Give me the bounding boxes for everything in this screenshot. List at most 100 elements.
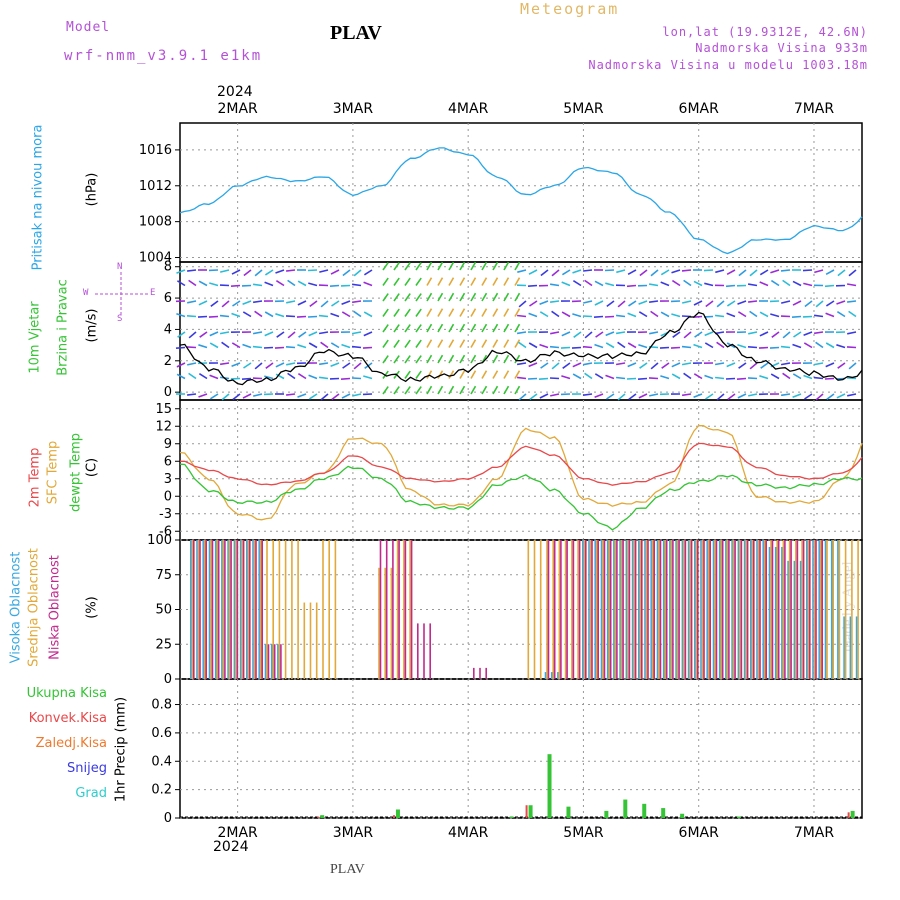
wind-arrow (393, 355, 400, 364)
wind-arrow (737, 343, 747, 349)
high-cloud-bar (221, 540, 223, 679)
wind-arrow (649, 393, 659, 397)
wind-arrow (693, 393, 703, 399)
mid-cloud-bar (645, 540, 648, 679)
wind-arrow (492, 292, 499, 302)
wind-arrow (220, 269, 230, 273)
wind-arrow (264, 331, 274, 337)
mid-cloud-bar (315, 602, 318, 679)
wind-arrow (583, 300, 593, 304)
wind-arrow (382, 308, 389, 317)
low-cloud-bar (423, 623, 425, 679)
wind-arrow (615, 362, 626, 366)
bottom-year-label: 2024 (213, 839, 249, 855)
wind-arrow (605, 282, 615, 287)
low-cloud-bar (273, 644, 276, 679)
wind-arrow (221, 341, 230, 349)
wind-arrow (209, 282, 219, 287)
low-cloud-bar (622, 540, 624, 679)
wind-arrow (448, 308, 455, 317)
temp-tick-label: 12 (155, 419, 172, 434)
mid-cloud-bar (403, 540, 405, 679)
wind-arrow (539, 393, 549, 399)
wind-arrow (219, 314, 230, 318)
wind-arrow (175, 346, 186, 349)
wind-arrow (804, 300, 813, 308)
wind-arrow (759, 311, 769, 318)
wind-arrow (265, 362, 274, 369)
low-cloud-bar (740, 540, 743, 679)
wind-arrow (341, 300, 351, 306)
wind-arrow (254, 362, 263, 370)
mid-cloud-bar (782, 540, 785, 679)
wind-arrow (448, 385, 455, 395)
mid-cloud-bar (216, 540, 218, 679)
wind-arrow (437, 292, 444, 302)
wind-arrow (353, 269, 362, 277)
wind-arrow (606, 393, 615, 400)
wind-arrow (749, 362, 758, 370)
wind-arrow (671, 313, 681, 318)
wind-arrow (198, 280, 208, 287)
wind-arrow (594, 300, 604, 306)
wind-arrow (286, 362, 296, 366)
high-cloud-bar (270, 644, 273, 679)
wind-arrow (726, 362, 736, 368)
wind-arrow (803, 282, 813, 287)
wind-arrow (583, 362, 593, 366)
wind-arrow (242, 343, 252, 349)
precip-tick-label: 0 (164, 811, 172, 826)
wind-arrow (583, 269, 593, 272)
wind-arrow (716, 393, 725, 401)
wind-arrow (638, 343, 648, 349)
top-day-label: 2MAR (217, 101, 258, 117)
wind-arrow (307, 315, 318, 318)
low-cloud-bar (759, 540, 761, 679)
top-day-label: 3MAR (333, 101, 374, 117)
wind-arrow (382, 386, 389, 395)
conv-rain-bar (847, 812, 850, 818)
wind-arrow (199, 331, 208, 338)
mid-cloud-bar (197, 540, 200, 679)
mid-cloud-bar (396, 540, 399, 679)
low-cloud-bar (261, 540, 263, 679)
mid-cloud-bar (732, 540, 735, 679)
wind-arrow (363, 281, 373, 287)
wind-arrow (459, 354, 466, 364)
high-cloud-bar (781, 546, 783, 679)
temp2m-line (180, 442, 863, 486)
pressure-tick-label: 1016 (139, 143, 172, 158)
wind-arrow (329, 284, 340, 287)
wind-arrow (415, 324, 422, 333)
wind-arrow (404, 324, 411, 333)
wind-arrow (437, 277, 444, 286)
wind-arrow (363, 331, 373, 337)
wind-arrow (415, 293, 422, 302)
wind-arrow (792, 343, 802, 349)
wind-arrow (681, 269, 692, 272)
wind-arrow (825, 300, 835, 307)
top-day-label: 6MAR (679, 101, 720, 117)
wind-arrow (219, 362, 230, 366)
wind-arrow (650, 362, 659, 370)
wind-arrow (351, 377, 362, 380)
wind-arrow (682, 300, 692, 304)
wind-arrow (626, 284, 637, 288)
wind-arrow (492, 370, 499, 379)
wind-arrow (561, 281, 571, 287)
mid-cloud-bar (838, 540, 841, 679)
wind-arrow (704, 374, 714, 380)
wind-arrow (837, 362, 846, 369)
high-cloud-bar (806, 540, 808, 679)
wind-arrow (210, 300, 219, 307)
legend-total-rain: Ukupna Kisa (26, 686, 107, 701)
legend-conv-rain: Konvek.Kisa (28, 711, 107, 726)
low-cloud-bar (398, 540, 400, 679)
cloud-tick-label: 100 (147, 533, 172, 548)
wind-arrow (353, 310, 362, 318)
wind-arrow (638, 393, 648, 399)
wind-arrow (518, 341, 527, 349)
wind-arrow (517, 376, 527, 380)
wind-arrow (660, 269, 670, 276)
wind-arrow (792, 300, 802, 306)
